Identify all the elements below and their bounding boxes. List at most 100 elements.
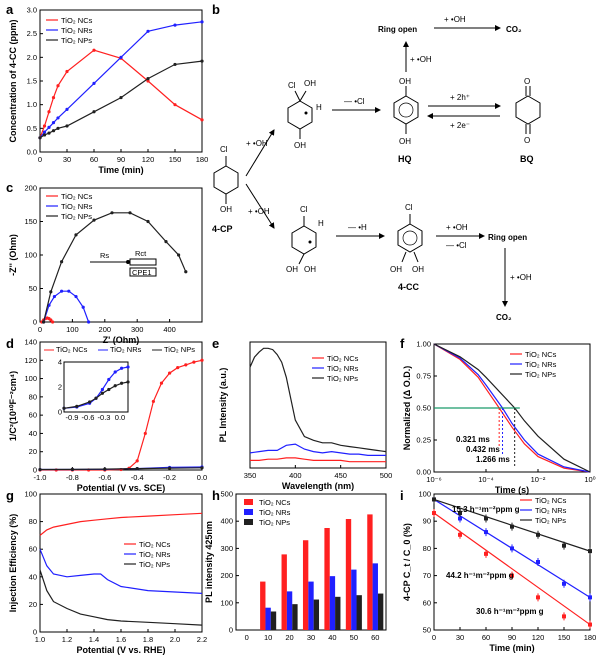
x-tick-label-c: 0: [38, 325, 42, 334]
legend-label-a: TiO₂ NCs: [61, 16, 93, 25]
legend-label-c: TiO₂ NCs: [61, 192, 93, 201]
series-line-f: [433, 343, 591, 473]
data-point-a: [47, 110, 51, 114]
data-point-i: [484, 530, 488, 535]
chart-h: 0 100 200 300 400 500 PL intensity 425nm 0 10 20 3…: [204, 490, 387, 642]
data-point-d: [168, 371, 172, 375]
oh-upper-label: + •OH: [246, 139, 268, 148]
bar-h: [367, 514, 373, 630]
legend-label-f: TiO₂ NRs: [525, 360, 557, 369]
x-tick-label-d: -0.4: [131, 473, 144, 482]
tau-label-f: 0.321 ms: [456, 435, 490, 444]
data-point-i: [562, 614, 566, 619]
y-tick-label-i: 80: [423, 544, 431, 553]
data-point-a: [56, 116, 60, 120]
data-point-d: [176, 366, 180, 370]
data-point-a: [65, 69, 69, 74]
x-tick-label-a: 60: [90, 155, 98, 164]
legend-label-d: TiO₂ NCs: [56, 345, 88, 354]
data-point-d-inset: [75, 404, 79, 408]
inset-x-tick-label: 0.0: [115, 413, 125, 422]
data-point-i: [588, 622, 592, 627]
legend-label-e: TiO₂ NRs: [327, 364, 359, 373]
bar-h: [356, 595, 362, 630]
x-tick-label-h: 0: [245, 633, 249, 642]
data-point-d: [168, 466, 172, 470]
inset-x-tick-label: -0.3: [98, 413, 111, 422]
x-tick-label-g: 2.0: [170, 635, 180, 644]
data-point-a: [38, 136, 42, 140]
molecule-4cp: [213, 156, 239, 204]
x-tick-label-i: 90: [508, 633, 516, 642]
y-tick-label-c: 200: [24, 184, 37, 193]
bar-h: [286, 591, 293, 630]
y-tick-label-h: 500: [220, 490, 233, 499]
y-axis-label-a: Concentration of 4-CC (ppm): [8, 20, 18, 143]
x-tick-label-g: 2.2: [197, 635, 207, 644]
data-point-a: [56, 126, 60, 130]
panel-label-a: a: [6, 2, 14, 17]
plus-2h: + 2h⁺: [450, 93, 470, 102]
panel-label-f: f: [400, 336, 405, 351]
x-tick-label-d: -1.0: [34, 473, 47, 482]
y-tick-label-h: 100: [220, 598, 233, 607]
data-point-i: [432, 511, 436, 516]
int-upper-oh2: OH: [294, 141, 306, 150]
x-tick-label-h: 50: [350, 633, 358, 642]
x-tick-label-d: -0.8: [66, 473, 79, 482]
data-point-i: [562, 543, 566, 548]
x-tick-label-e: 400: [289, 471, 302, 480]
data-point-c: [81, 305, 85, 309]
molecule-hq: [393, 86, 419, 134]
series-line-f: [433, 343, 591, 473]
legend-label-d: TiO₂ NRs: [110, 345, 142, 354]
data-point-c: [177, 253, 181, 257]
data-point-c: [74, 233, 78, 237]
hq-oh-bottom: OH: [399, 137, 411, 146]
y-tick-label-g: 40: [29, 572, 37, 581]
x-tick-label-g: 1.2: [62, 635, 72, 644]
chart-i: 0 30 60 90 120 150 180 50 60 70 80 90 100 Time (min) 4…: [402, 490, 596, 654]
reaction-scheme: Cl OH 4-CP + •OH + •OH Cl OH H OH — •Cl: [212, 15, 541, 322]
data-point-d-inset: [94, 396, 98, 400]
data-point-a: [173, 103, 177, 107]
y-tick-label-a: 1.0: [27, 100, 37, 109]
cc-cl: Cl: [405, 203, 413, 212]
data-point-d-inset: [62, 406, 66, 410]
plot-frame-d-inset: [63, 361, 129, 413]
x-tick-label-h: 20: [285, 633, 293, 642]
data-point-d: [151, 399, 155, 404]
int-lower-oh2: OH: [304, 265, 316, 274]
data-point-c: [87, 320, 91, 324]
bar-h: [351, 569, 357, 630]
y-tick-label-c: 0: [33, 318, 37, 327]
data-point-d-inset: [100, 387, 104, 392]
y-tick-label-i: 60: [423, 598, 431, 607]
data-point-i: [484, 516, 488, 521]
y-tick-label-i: 100: [418, 490, 431, 499]
legend-label-f: TiO₂ NCs: [525, 350, 557, 359]
int-upper-cl: Cl: [288, 81, 296, 90]
series-line-e: [250, 457, 386, 463]
legend-label-e: TiO₂ NPs: [327, 374, 358, 383]
tau-label-f: 0.432 ms: [466, 445, 500, 454]
data-point-i: [458, 532, 462, 537]
data-point-c: [42, 320, 46, 324]
x-tick-label-a: 0: [38, 155, 42, 164]
data-point-d-inset: [107, 387, 111, 392]
data-point-d: [184, 363, 188, 367]
data-point-c: [146, 219, 150, 224]
data-point-d: [192, 360, 196, 364]
legend-label-g: TiO₂ NCs: [139, 540, 171, 549]
data-point-a: [200, 118, 204, 122]
rate-label-i: 15.3 h⁻¹m⁻²ppm g: [452, 505, 520, 514]
data-point-a: [173, 62, 177, 67]
data-point-i: [510, 524, 514, 529]
x-tick-label-f: 10⁻⁴: [478, 475, 494, 484]
x-tick-label-a: 120: [142, 155, 155, 164]
legend-label-i: TiO₂ NRs: [535, 506, 567, 515]
bq-o-top: O: [524, 77, 530, 86]
plus-2e: + 2e⁻: [450, 121, 470, 130]
x-tick-label-a: 90: [117, 155, 125, 164]
data-point-d-inset: [88, 400, 92, 404]
